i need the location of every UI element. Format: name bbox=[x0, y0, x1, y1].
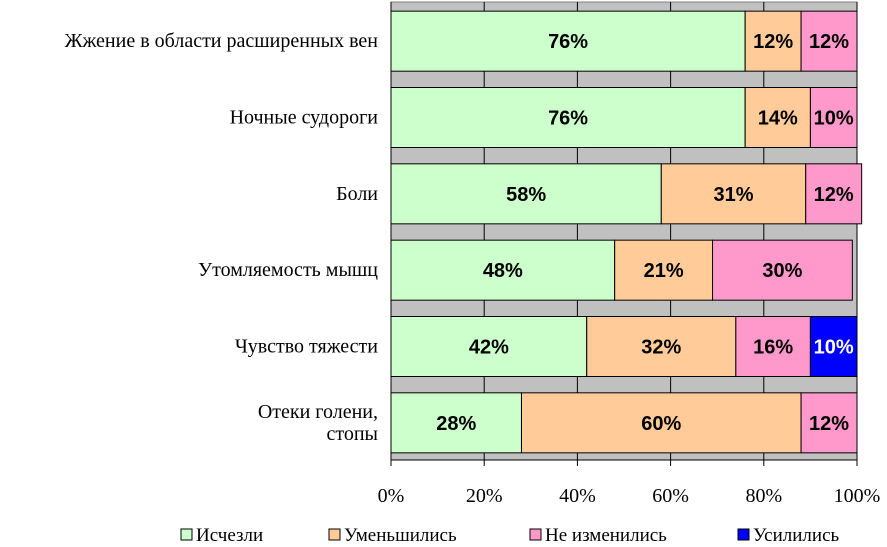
category-label: стопы bbox=[327, 423, 379, 445]
bar-segment bbox=[744, 87, 811, 148]
legend-label: Не изменились bbox=[545, 525, 667, 546]
legend-swatch bbox=[180, 528, 193, 541]
data-label: 60% bbox=[641, 413, 681, 435]
data-label: 32% bbox=[641, 337, 681, 359]
data-label: 58% bbox=[506, 184, 546, 206]
category-label: Жжение в области расширенных вен bbox=[65, 30, 379, 52]
legend-label: Исчезли bbox=[196, 525, 263, 546]
bar-segment bbox=[712, 239, 853, 301]
legend-label: Уменьшились bbox=[344, 525, 457, 546]
data-label: 12% bbox=[814, 184, 854, 206]
data-label: 76% bbox=[548, 108, 588, 130]
x-tick-label: 40% bbox=[559, 485, 596, 507]
legend-swatch bbox=[737, 528, 750, 541]
bar-segment bbox=[805, 163, 863, 225]
bar-segment bbox=[390, 392, 522, 454]
x-tick-label: 60% bbox=[652, 485, 689, 507]
bar-segment bbox=[390, 163, 662, 225]
data-label: 30% bbox=[762, 260, 802, 282]
data-label: 12% bbox=[753, 31, 793, 53]
data-label: 14% bbox=[758, 108, 798, 130]
bar-segment bbox=[800, 10, 858, 72]
category-label: Утомляемость мышц bbox=[198, 259, 378, 281]
bar-segment bbox=[660, 163, 807, 225]
data-label: 76% bbox=[548, 31, 588, 53]
bar-segment bbox=[800, 392, 858, 454]
category-label: Отеки голени, bbox=[258, 401, 378, 423]
bar-segment bbox=[809, 87, 858, 148]
legend-label: Усилились bbox=[753, 525, 840, 546]
data-label: 48% bbox=[483, 260, 523, 282]
data-label: 16% bbox=[753, 337, 793, 359]
data-label: 12% bbox=[809, 413, 849, 435]
data-label: 31% bbox=[713, 184, 753, 206]
x-tick-label: 20% bbox=[466, 485, 503, 507]
plot-area bbox=[390, 1, 858, 461]
category-label: Ночные судороги bbox=[230, 107, 379, 129]
category-label: Чувство тяжести bbox=[235, 336, 378, 358]
bar-segment bbox=[390, 316, 588, 377]
data-label: 10% bbox=[814, 337, 854, 359]
legend-swatch bbox=[328, 528, 341, 541]
bar-segment bbox=[614, 239, 714, 301]
category-label: Боли bbox=[336, 183, 378, 205]
x-tick-label: 0% bbox=[378, 485, 405, 507]
data-label: 10% bbox=[814, 108, 854, 130]
data-label: 42% bbox=[469, 337, 509, 359]
data-label: 12% bbox=[809, 31, 849, 53]
bar-segment bbox=[809, 316, 858, 377]
legend-swatch bbox=[529, 528, 542, 541]
bar-segment bbox=[390, 87, 746, 148]
x-tick-label: 80% bbox=[745, 485, 782, 507]
data-label: 21% bbox=[644, 260, 684, 282]
bar-segment bbox=[390, 239, 616, 301]
x-tick-label: 100% bbox=[834, 485, 881, 507]
data-label: 28% bbox=[436, 413, 476, 435]
